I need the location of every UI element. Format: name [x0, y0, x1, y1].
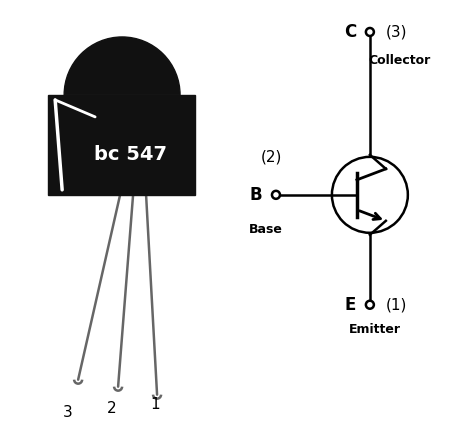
Circle shape [366, 301, 374, 309]
Circle shape [366, 28, 374, 36]
Text: (2): (2) [260, 150, 282, 165]
Text: bc 547: bc 547 [94, 145, 167, 165]
Text: 2: 2 [107, 401, 117, 416]
Text: B: B [249, 186, 262, 204]
Text: (1): (1) [386, 297, 407, 312]
Text: Emitter: Emitter [349, 323, 401, 336]
Text: 3: 3 [63, 404, 73, 420]
Circle shape [272, 191, 280, 199]
Text: E: E [344, 296, 356, 314]
Wedge shape [64, 37, 180, 95]
Text: C: C [344, 23, 356, 41]
Text: 1: 1 [150, 397, 160, 412]
Text: Base: Base [249, 223, 283, 236]
Text: Collector: Collector [369, 54, 431, 67]
Polygon shape [48, 95, 195, 195]
Text: (3): (3) [386, 25, 407, 39]
